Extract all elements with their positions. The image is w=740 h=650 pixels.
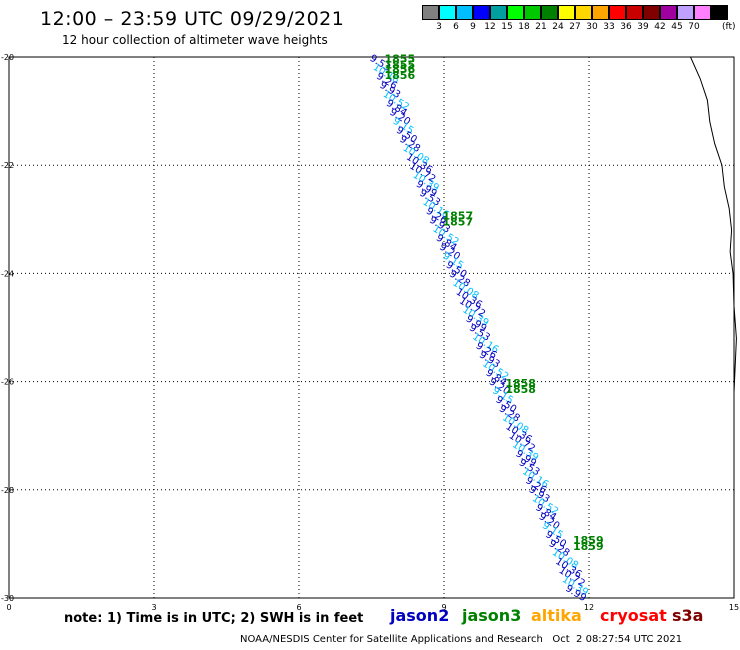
legend-swatch	[660, 5, 677, 20]
legend-swatch	[541, 5, 558, 20]
legend-tick-label: 30	[586, 22, 598, 32]
legend-swatch	[677, 5, 694, 20]
x-tick-label: 9	[441, 603, 446, 612]
legend-tick-label: 27	[569, 22, 581, 32]
legend-tick-label: 9	[470, 22, 476, 32]
y-tick-label: -26	[1, 378, 14, 387]
x-tick-label: 3	[151, 603, 156, 612]
legend-tick-label: 42	[654, 22, 666, 32]
legend-tick-label: 33	[603, 22, 615, 32]
legend-tick-label: 21	[535, 22, 547, 32]
legend-swatch	[575, 5, 592, 20]
legend-swatch	[507, 5, 524, 20]
pass-time-label: 1859	[573, 540, 604, 553]
legend-swatch	[643, 5, 660, 20]
y-tick-label: -24	[1, 269, 14, 278]
legend-swatch	[592, 5, 609, 20]
legend-swatch	[626, 5, 643, 20]
legend-tick-label: 36	[620, 22, 632, 32]
map-title: 12:00 – 23:59 UTC 09/29/2021	[40, 8, 345, 30]
x-tick-label: 15	[729, 603, 739, 612]
map-subtitle: 12 hour collection of altimeter wave hei…	[62, 33, 328, 47]
legend-tick-label: 6	[453, 22, 459, 32]
legend-swatch	[558, 5, 575, 20]
pass-time-label: 1857	[443, 209, 474, 222]
mission-s3a: s3a	[672, 606, 704, 625]
legend-swatch	[524, 5, 541, 20]
pass-time-label: 1859	[573, 534, 604, 547]
y-tick-label: -30	[1, 594, 14, 603]
legend-swatch	[490, 5, 507, 20]
coastline	[690, 56, 737, 393]
x-tick-label: 6	[296, 603, 301, 612]
y-tick-label: -20	[1, 53, 14, 62]
mission-jason3: jason3	[462, 606, 522, 625]
legend-tick-label: 15	[501, 22, 513, 32]
pass-time-label: 1858	[505, 377, 536, 390]
y-tick-label: -28	[1, 486, 14, 495]
mission-jason2: jason2	[390, 606, 450, 625]
mission-cryosat: cryosat	[600, 606, 667, 625]
legend-unit: (ft)	[722, 22, 736, 32]
pass-time-label: 1858	[505, 383, 536, 396]
legend-swatch	[439, 5, 456, 20]
legend-swatch	[473, 5, 490, 20]
x-tick-label: 0	[6, 603, 11, 612]
pass-time-label: 1855	[385, 52, 416, 65]
pass-time-label: 1856	[385, 69, 416, 82]
legend-swatch	[609, 5, 626, 20]
legend-tick-label: 24	[552, 22, 564, 32]
legend-tick-label: 3	[436, 22, 442, 32]
legend-swatch	[422, 5, 439, 20]
mission-altika: altika	[531, 606, 582, 625]
legend-tick-label: 12	[484, 22, 496, 32]
legend-swatch	[456, 5, 473, 20]
x-tick-label: 12	[584, 603, 594, 612]
legend-tick-label: 18	[518, 22, 530, 32]
legend-swatch	[711, 5, 728, 20]
pass-time-label: 1857	[443, 215, 474, 228]
footer-note: note: 1) Time is in UTC; 2) SWH is in fe…	[64, 611, 364, 626]
legend-swatch	[694, 5, 711, 20]
legend-tick-label: 45	[671, 22, 683, 32]
pass-time-label: 1855	[385, 58, 416, 71]
y-tick-label: -22	[1, 161, 14, 170]
credit-line: NOAA/NESDIS Center for Satellite Applica…	[240, 634, 683, 645]
pass-time-label: 1856	[385, 63, 416, 76]
map-frame	[8, 56, 735, 599]
legend-tick-label: 70	[688, 22, 700, 32]
legend-tick-label: 39	[637, 22, 649, 32]
